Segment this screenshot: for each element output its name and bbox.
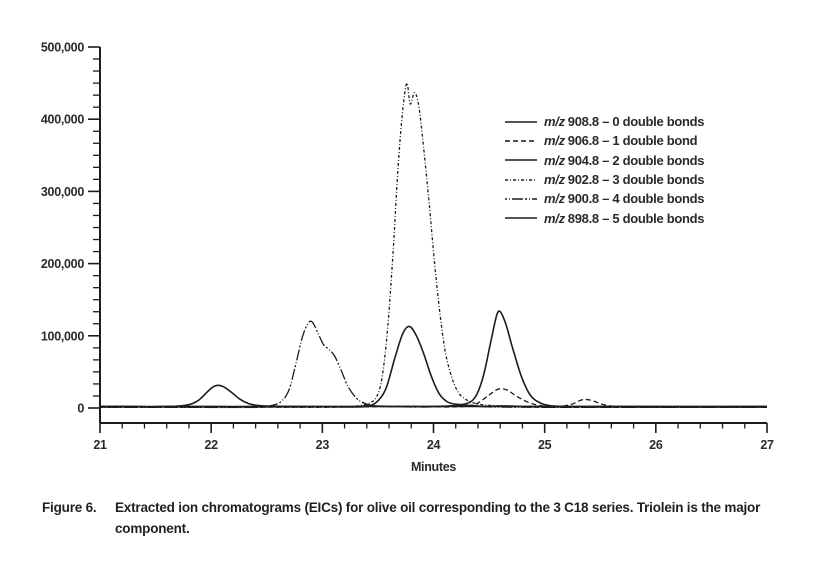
figure-label: Figure 6. [42, 500, 97, 515]
y-tick-label: 200,000 [41, 257, 84, 271]
x-tick-label: 22 [205, 438, 219, 452]
y-tick-label: 100,000 [41, 329, 84, 343]
legend-item: m/z 898.8 – 5 double bonds [505, 208, 705, 227]
x-tick-label: 26 [649, 438, 663, 452]
figure-caption: Figure 6. Extracted ion chromatograms (E… [42, 497, 812, 539]
legend-label: m/z 898.8 – 5 double bonds [544, 210, 705, 226]
series-900.8 [100, 320, 767, 408]
y-tick-label: 400,000 [41, 113, 84, 127]
y-tick-label: 300,000 [41, 185, 84, 199]
x-axis-title: Minutes [411, 460, 456, 474]
x-tick-label: 23 [316, 438, 330, 452]
legend-label: m/z 908.8 – 0 double bonds [544, 114, 705, 130]
y-tick-label: 0 [77, 402, 84, 416]
legend-line-swatch [505, 120, 537, 123]
chart-legend: m/z 908.8 – 0 double bonds m/z 906.8 – 1 d… [505, 112, 705, 228]
legend-label: m/z 906.8 – 1 double bond [544, 133, 698, 149]
x-tick-label: 21 [93, 438, 107, 452]
chromatogram-plot: 0 100,000 200,000 300,000 400,000 500,000 21 22… [41, 41, 774, 475]
legend-item: m/z 900.8 – 4 double bonds [505, 189, 705, 208]
legend-item: m/z 906.8 – 1 double bond [505, 131, 704, 150]
x-tick-label: 27 [760, 438, 774, 452]
legend-item: m/z 904.8 – 2 double bonds [505, 151, 705, 170]
legend-label: m/z 902.8 – 3 double bonds [544, 172, 705, 188]
legend-item: m/z 902.8 – 3 double bonds [505, 170, 705, 189]
series-898.8 [100, 384, 767, 408]
figure-caption-text: Extracted ion chromatograms (EICs) for o… [115, 500, 761, 536]
x-tick-label: 25 [538, 438, 552, 452]
legend-item: m/z 908.8 – 0 double bonds [505, 112, 705, 131]
y-tick-label: 500,000 [41, 41, 84, 55]
legend-label: m/z 904.8 – 2 double bonds [544, 152, 705, 168]
legend-line-swatch [505, 198, 537, 200]
x-tick-label: 24 [427, 438, 441, 452]
legend-line-swatch [505, 159, 537, 162]
legend-label: m/z 900.8 – 4 double bonds [544, 191, 705, 207]
legend-line-swatch [505, 217, 537, 219]
legend-line-swatch [505, 140, 537, 142]
series-904.8 [100, 310, 767, 408]
legend-line-swatch [505, 178, 537, 181]
